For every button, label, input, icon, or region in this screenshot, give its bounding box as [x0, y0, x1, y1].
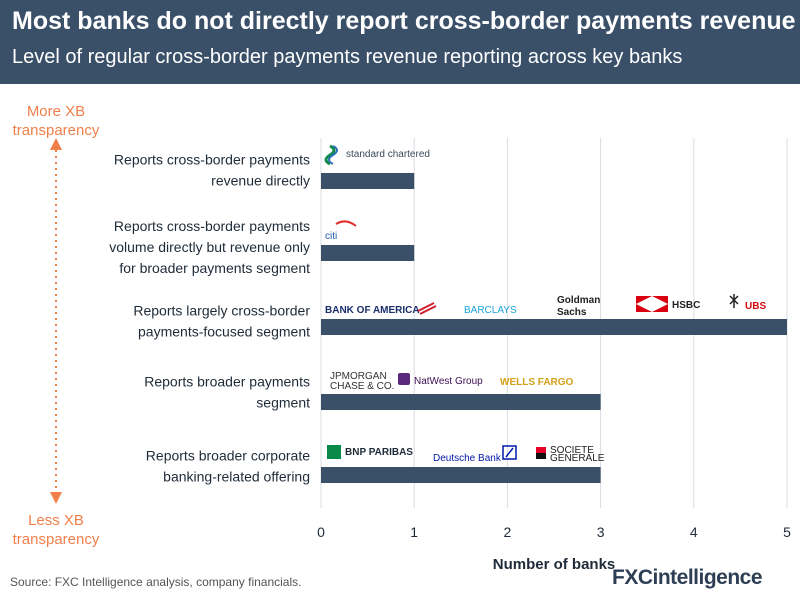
- bars: [321, 173, 787, 483]
- less-transparency-line-2: transparency: [12, 531, 100, 548]
- arrow-head-up: [50, 138, 62, 150]
- bank-logo: Sachs: [557, 307, 587, 318]
- category-label: Reports largely cross-border: [133, 303, 310, 319]
- category-label: revenue directly: [211, 173, 310, 189]
- bank-logo: standard chartered: [346, 149, 430, 160]
- x-tick-label: 1: [410, 524, 418, 540]
- category-label: segment: [256, 395, 310, 411]
- bank-logo: HSBC: [672, 300, 700, 311]
- more-transparency-line-1: More XB: [26, 103, 86, 120]
- natwest-icon: [398, 373, 410, 385]
- deutsche-bank-icon: [502, 445, 517, 460]
- x-tick-label: 3: [597, 524, 605, 540]
- citi-arc-icon: [335, 220, 357, 227]
- bank-logo: JPMORGAN: [330, 371, 387, 382]
- standard-chartered-icon-accent: [328, 145, 338, 165]
- ubs-keys-icon: [729, 294, 739, 308]
- bank-logo: BARCLAYS: [464, 305, 517, 316]
- bank-logo: SOCIETE: [550, 445, 594, 456]
- header-banner: Most banks do not directly report cross-…: [0, 0, 800, 84]
- bank-logo: Deutsche Bank: [433, 453, 502, 464]
- category-label: Reports cross-border payments: [114, 152, 310, 168]
- bank-logo: UBS: [745, 301, 766, 312]
- transparency-arrow: [50, 138, 62, 504]
- bar: [321, 173, 415, 189]
- bank-logos: standard chartered citi BANK OF AMERICA BAR…: [324, 144, 766, 464]
- bank-logo: BANK OF AMERICA: [325, 305, 420, 316]
- brand-logo: FXCintelligence: [612, 566, 763, 589]
- bnp-paribas-icon: [327, 445, 341, 459]
- bank-logo: GENERALE: [550, 453, 605, 464]
- bar: [321, 394, 601, 410]
- bank-logo: BNP PARIBAS: [345, 447, 413, 458]
- category-label: Reports broader payments: [144, 374, 310, 390]
- bank-logo: NatWest Group: [414, 376, 483, 387]
- x-tick-label: 4: [690, 524, 698, 540]
- bar: [321, 245, 415, 261]
- arrow-head-down: [50, 492, 62, 504]
- x-axis-label: Number of banks: [493, 556, 616, 573]
- x-tick-label: 0: [317, 524, 325, 540]
- x-tick-labels: 0 1 2 3 4 5: [317, 524, 791, 540]
- bank-logo: WELLS FARGO: [500, 377, 574, 388]
- standard-chartered-icon: [324, 144, 336, 166]
- bar: [321, 319, 787, 335]
- source-note: Source: FXC Intelligence analysis, compa…: [10, 575, 302, 589]
- category-label: payments-focused segment: [138, 324, 310, 340]
- socgen-icon-bottom: [536, 453, 546, 459]
- hsbc-hexagon-center: [636, 296, 668, 312]
- category-label: volume directly but revenue only: [109, 239, 310, 255]
- category-label: Reports broader corporate: [146, 448, 310, 464]
- category-label: banking-related offering: [163, 469, 310, 485]
- bank-logo: CHASE & CO.: [330, 381, 394, 392]
- bofa-flag-icon: [417, 302, 437, 315]
- category-labels: Reports cross-border payments revenue dir…: [109, 152, 310, 485]
- x-tick-label: 5: [783, 524, 791, 540]
- bank-logo: Goldman: [557, 295, 600, 306]
- x-tick-label: 2: [504, 524, 512, 540]
- category-label: Reports cross-border payments: [114, 218, 310, 234]
- socgen-icon-top: [536, 447, 546, 453]
- bar: [321, 467, 601, 483]
- bank-logo: citi: [325, 231, 337, 242]
- deutsche-bank-slash: [505, 447, 514, 458]
- chart-subtitle: Level of regular cross-border payments r…: [12, 46, 683, 68]
- less-transparency-line-1: Less XB: [28, 512, 84, 529]
- more-transparency-label: More XB transparency: [0, 102, 112, 140]
- less-transparency-label: Less XB transparency: [0, 511, 112, 549]
- category-label: for broader payments segment: [119, 260, 310, 276]
- more-transparency-line-2: transparency: [12, 122, 100, 139]
- chart-title: Most banks do not directly report cross-…: [12, 7, 796, 35]
